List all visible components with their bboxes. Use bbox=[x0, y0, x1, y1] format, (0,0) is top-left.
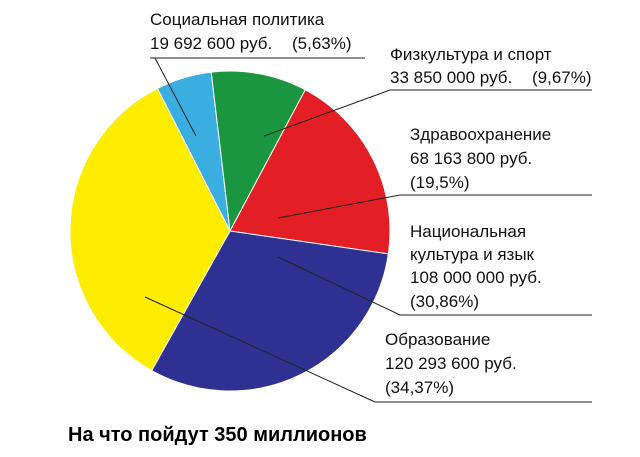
chart-title: На что пойдут 350 миллионов bbox=[68, 424, 367, 446]
leader-line bbox=[263, 89, 391, 137]
amount-label: 108 000 000 руб. bbox=[410, 268, 542, 287]
percent-label: (5,63%) bbox=[292, 34, 352, 53]
percent-label: (34,37%) bbox=[385, 378, 454, 397]
pie-slice bbox=[151, 230, 389, 392]
amount-label: 68 163 800 руб. bbox=[410, 149, 533, 168]
amount-label: 33 850 000 руб. bbox=[390, 68, 513, 87]
amount-label: 120 293 600 руб. bbox=[385, 354, 517, 373]
percent-label: (30,86%) bbox=[410, 292, 479, 311]
leader-line bbox=[277, 194, 401, 219]
percent-label: (19,5%) bbox=[410, 173, 470, 192]
pie-slice bbox=[210, 70, 306, 233]
leader-line bbox=[154, 57, 197, 137]
category-label: Физкультура и спорт bbox=[390, 45, 552, 64]
amount-label: 19 692 600 руб. bbox=[150, 34, 273, 53]
leader-line bbox=[277, 256, 401, 316]
category-label: Национальная культура и язык bbox=[410, 222, 534, 264]
category-label: Здравоохранение bbox=[410, 125, 552, 144]
pie-slice bbox=[69, 87, 231, 372]
pie-slice bbox=[229, 89, 391, 255]
category-label: Социальная политика bbox=[150, 10, 325, 29]
category-label: Образование bbox=[385, 330, 491, 349]
leader-line bbox=[144, 296, 376, 403]
percent-label: (9,67%) bbox=[532, 68, 592, 87]
